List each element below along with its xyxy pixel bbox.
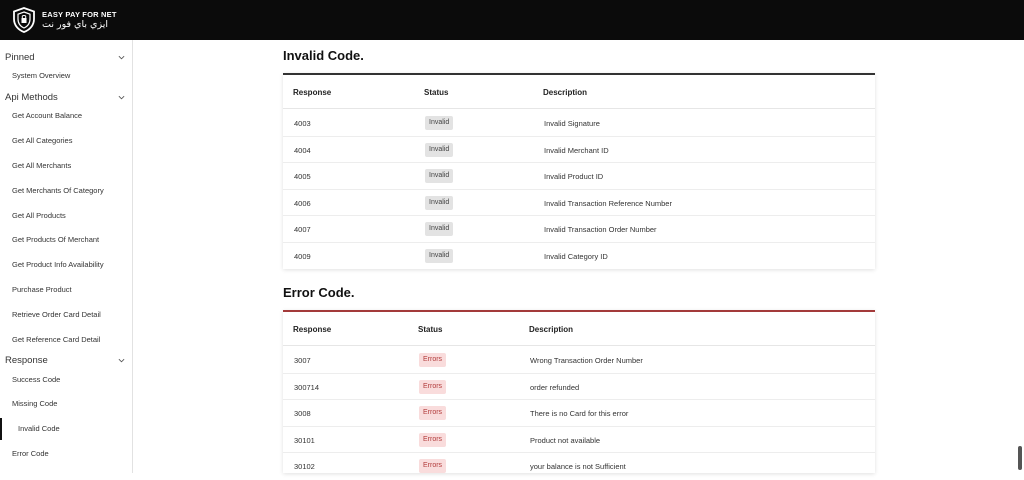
card-accent-line (283, 73, 875, 75)
response-code: 30102 (294, 462, 315, 471)
chevron-down-icon[interactable] (118, 94, 125, 101)
sidebar-item-get-merchants-of-category[interactable]: Get Merchants Of Category (12, 186, 104, 195)
status-badge: Invalid (425, 248, 454, 263)
status-badge: Errors (419, 432, 447, 447)
chevron-down-icon[interactable] (118, 54, 125, 61)
column-header-response: Response (293, 325, 332, 334)
table-header: Response Status Description (283, 312, 875, 346)
sidebar-item-get-reference-card-detail[interactable]: Get Reference Card Detail (12, 335, 101, 344)
card-accent-line (283, 310, 875, 312)
column-header-response: Response (293, 88, 332, 97)
response-code: 3008 (294, 409, 311, 418)
response-description: Invalid Transaction Order Number (544, 225, 657, 234)
table-row: 4009 Invalid Invalid Category ID (283, 243, 875, 270)
sidebar-item-get-all-categories[interactable]: Get All Categories (12, 136, 73, 145)
response-code: 4005 (294, 172, 311, 181)
table-header: Response Status Description (283, 75, 875, 109)
brand-name-ar: ايزي باي فور نت (42, 19, 109, 30)
status-badge: Invalid (425, 222, 454, 236)
status-badge: Invalid (425, 142, 454, 157)
table-row: 3007 Errors Wrong Transaction Order Numb… (283, 347, 875, 374)
response-description: Invalid Signature (544, 119, 600, 128)
response-code: 4007 (294, 225, 311, 234)
table-row: 4004 Invalid Invalid Merchant ID (283, 137, 875, 163)
table-row: 4005 Invalid Invalid Product ID (283, 163, 875, 190)
column-header-description: Description (529, 325, 574, 334)
sidebar-item-error-code[interactable]: Error Code (12, 449, 49, 458)
status-badge: Errors (419, 353, 447, 367)
response-description: There is no Card for this error (530, 409, 629, 418)
table-row: 30102 Errors your balance is not Suffici… (283, 453, 875, 480)
response-code: 4004 (294, 145, 311, 155)
brand-name-en: EASY PAY FOR NET (42, 9, 117, 19)
response-code: 4003 (294, 119, 311, 128)
table-row: 4003 Invalid Invalid Signature (283, 110, 875, 137)
sidebar-item-get-product-info-availability[interactable]: Get Product Info Availability (12, 260, 104, 269)
column-header-description: Description (543, 88, 588, 97)
table-row: 30101 Errors Product not available (283, 427, 875, 453)
response-code: 4006 (294, 198, 311, 208)
brand-logo[interactable]: EASY PAY FOR NET ايزي باي فور نت (12, 7, 117, 33)
response-description: Invalid Product ID (544, 172, 604, 181)
response-code: 4009 (294, 251, 311, 261)
sidebar-group-response[interactable]: Response (5, 352, 129, 368)
status-badge: Errors (419, 459, 447, 473)
column-header-status: Status (424, 88, 449, 97)
sidebar-group-label: Pinned (5, 51, 35, 63)
response-description: Invalid Transaction Reference Number (544, 198, 672, 208)
sidebar: Pinned System Overview Api Methods Get A… (0, 40, 133, 473)
sidebar-group-label: Api Methods (5, 91, 58, 103)
status-badge: Invalid (425, 116, 454, 130)
active-indicator (0, 418, 2, 440)
shield-logo-icon (13, 7, 35, 33)
sidebar-item-purchase-product[interactable]: Purchase Product (12, 285, 72, 294)
error-code-table: Response Status Description 3007 Errors … (283, 310, 875, 473)
sidebar-item-success-code[interactable]: Success Code (12, 375, 61, 384)
response-code: 3007 (294, 356, 311, 365)
response-description: Product not available (530, 435, 601, 445)
response-code: 30101 (294, 435, 315, 445)
response-description: Invalid Merchant ID (544, 145, 609, 155)
table-row: 4006 Invalid Invalid Transaction Referen… (283, 190, 875, 216)
invalid-code-title: Invalid Code. (283, 48, 364, 63)
response-code: 300714 (294, 382, 320, 392)
sidebar-item-missing-code[interactable]: Missing Code (12, 399, 58, 408)
error-code-title: Error Code. (283, 285, 355, 300)
table-row: 4007 Invalid Invalid Transaction Order N… (283, 216, 875, 243)
sidebar-item-system-overview[interactable]: System Overview (12, 71, 71, 80)
status-badge: Errors (419, 406, 447, 420)
sidebar-group-api-methods[interactable]: Api Methods (5, 89, 129, 105)
status-badge: Errors (419, 379, 447, 394)
sidebar-item-get-products-of-merchant[interactable]: Get Products Of Merchant (12, 235, 100, 244)
chevron-down-icon[interactable] (118, 357, 125, 364)
sidebar-group-label: Response (5, 354, 48, 366)
column-header-status: Status (418, 325, 443, 334)
response-description: Invalid Category ID (544, 251, 608, 261)
sidebar-item-get-all-products[interactable]: Get All Products (12, 211, 66, 220)
top-bar: EASY PAY FOR NET ايزي باي فور نت (0, 0, 1024, 40)
sidebar-item-get-account-balance[interactable]: Get Account Balance (12, 111, 83, 120)
page-scrollbar[interactable] (1018, 446, 1022, 470)
sidebar-item-get-all-merchants[interactable]: Get All Merchants (12, 161, 72, 170)
sidebar-item-invalid-code[interactable]: Invalid Code (18, 424, 60, 433)
table-row: 300714 Errors order refunded (283, 374, 875, 400)
invalid-code-table: Response Status Description 4003 Invalid… (283, 73, 875, 269)
response-description: order refunded (530, 382, 580, 392)
status-badge: Invalid (425, 195, 454, 210)
table-row: 3008 Errors There is no Card for this er… (283, 400, 875, 427)
sidebar-group-pinned[interactable]: Pinned (5, 49, 129, 65)
sidebar-item-retrieve-order-card-detail[interactable]: Retrieve Order Card Detail (12, 310, 101, 319)
response-description: Wrong Transaction Order Number (530, 356, 643, 365)
response-description: your balance is not Sufficient (530, 462, 626, 471)
status-badge: Invalid (425, 169, 454, 183)
